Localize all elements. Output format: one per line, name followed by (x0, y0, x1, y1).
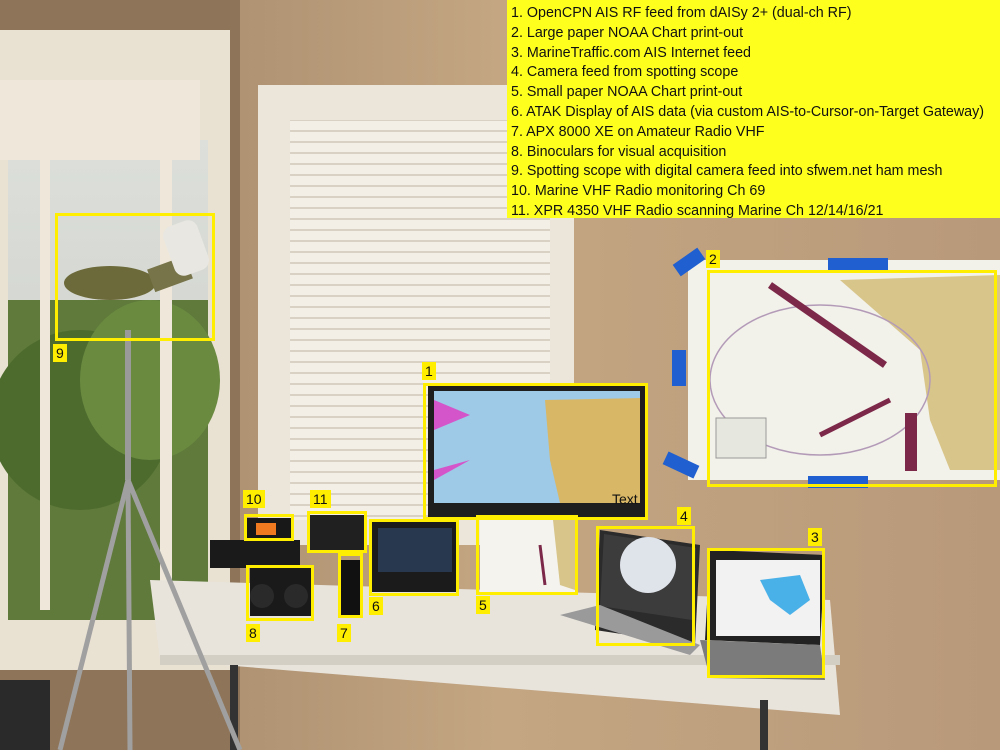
callout-box-5 (476, 515, 578, 595)
callout-box-11 (307, 511, 367, 553)
callout-label-8: 8 (246, 624, 260, 642)
callout-label-9: 9 (53, 344, 67, 362)
callout-label-1: 1 (422, 362, 436, 380)
callout-box-3 (707, 548, 825, 678)
callout-box-10 (244, 514, 294, 541)
legend-item: 4. Camera feed from spotting scope (511, 64, 739, 81)
callout-label-2: 2 (706, 250, 720, 268)
callout-box-8 (246, 565, 314, 621)
callout-label-10: 10 (243, 490, 265, 508)
legend-item: 6. ATAK Display of AIS data (via custom … (511, 103, 985, 120)
callout-label-11: 11 (310, 490, 331, 508)
callout-label-7: 7 (337, 624, 351, 642)
callout-box-6 (369, 519, 459, 596)
legend-item: 9. Spotting scope with digital camera fe… (511, 163, 943, 180)
camera-feed-laptop (560, 530, 700, 655)
atak-tablet (372, 522, 458, 592)
legend-item: 11. XPR 4350 VHF Radio scanning Marine C… (511, 202, 884, 219)
large-noaa-chart (662, 247, 1000, 488)
callout-label-5: 5 (476, 596, 490, 614)
legend-item: 3. MarineTraffic.com AIS Internet feed (511, 44, 751, 61)
monitor-overlay-text: Text (612, 491, 638, 507)
opencpn-monitor: Text (428, 385, 646, 535)
callout-box-7 (338, 553, 363, 618)
legend-item: 5. Small paper NOAA Chart print-out (511, 84, 743, 101)
legend-item: 2. Large paper NOAA Chart print-out (511, 24, 744, 41)
callout-label-3: 3 (808, 528, 822, 546)
legend-item: 8. Binoculars for visual acquisition (511, 143, 727, 160)
legend-item: 7. APX 8000 XE on Amateur Radio VHF (511, 123, 765, 140)
callout-box-1 (423, 383, 648, 520)
small-noaa-chart (480, 518, 576, 592)
callout-box-4 (596, 526, 695, 646)
legend-panel: 1. OpenCPN AIS RF feed from dAISy 2+ (du… (507, 0, 1000, 219)
callout-box-9 (55, 213, 215, 341)
callout-label-6: 6 (369, 597, 383, 615)
callout-label-4: 4 (677, 507, 691, 525)
spotting-scope-tripod (57, 220, 243, 750)
legend-item: 10. Marine VHF Radio monitoring Ch 69 (511, 183, 766, 200)
radios (210, 515, 365, 616)
legend-item: 1. OpenCPN AIS RF feed from dAISy 2+ (du… (511, 5, 852, 21)
marinetraffic-laptop (700, 550, 825, 680)
left-window (0, 30, 230, 670)
callout-box-2 (707, 270, 997, 487)
